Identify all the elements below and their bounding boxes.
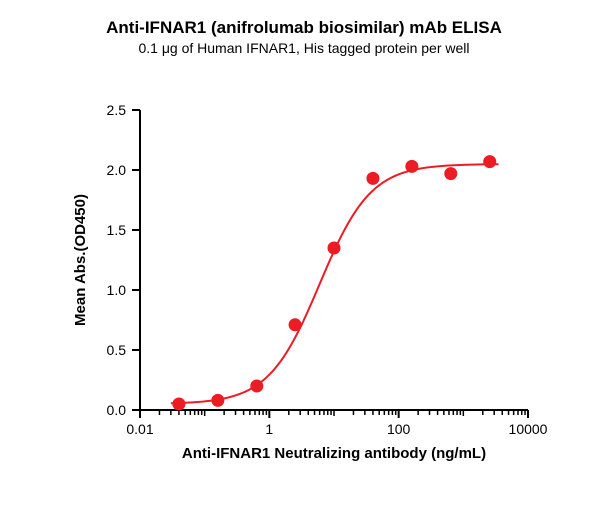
- subtitle-prefix: 0.1: [138, 40, 161, 56]
- elisa-plot: 0.0 0.5 1.0 1.5 2.0 2.5 0.01 1 100 10000 Anti-IFNA…: [0, 0, 608, 510]
- data-point: [366, 172, 379, 185]
- data-point: [250, 380, 263, 393]
- x-tick-label: 0.01: [126, 421, 153, 437]
- y-axis-label: Mean Abs.(OD450): [72, 194, 89, 326]
- y-tick-label: 2.5: [107, 102, 127, 118]
- y-tick-label: 1.5: [107, 222, 127, 238]
- data-point: [211, 394, 224, 407]
- x-axis-label: Anti-IFNAR1 Neutralizing antibody (ng/mL…: [182, 445, 486, 462]
- chart-subtitle: 0.1 μg of Human IFNAR1, His tagged prote…: [0, 40, 608, 56]
- subtitle-rest: g of Human IFNAR1, His tagged protein pe…: [170, 40, 470, 56]
- data-point: [328, 242, 341, 255]
- subtitle-mu: μ: [162, 40, 170, 56]
- data-point: [483, 155, 496, 168]
- chart-title: Anti-IFNAR1 (anifrolumab biosimilar) mAb…: [0, 18, 608, 38]
- y-tick-label: 0.5: [107, 342, 127, 358]
- x-tick-label: 1: [265, 421, 273, 437]
- y-tick-label: 1.0: [107, 282, 127, 298]
- data-point: [405, 160, 418, 173]
- fit-curve: [171, 164, 499, 403]
- y-tick-label: 0.0: [107, 402, 127, 418]
- chart-container: Anti-IFNAR1 (anifrolumab biosimilar) mAb…: [0, 0, 608, 510]
- data-point: [444, 167, 457, 180]
- x-tick-label: 10000: [509, 421, 548, 437]
- y-tick-label: 2.0: [107, 162, 127, 178]
- data-point: [289, 318, 302, 331]
- x-tick-label: 100: [387, 421, 411, 437]
- data-point: [172, 398, 185, 411]
